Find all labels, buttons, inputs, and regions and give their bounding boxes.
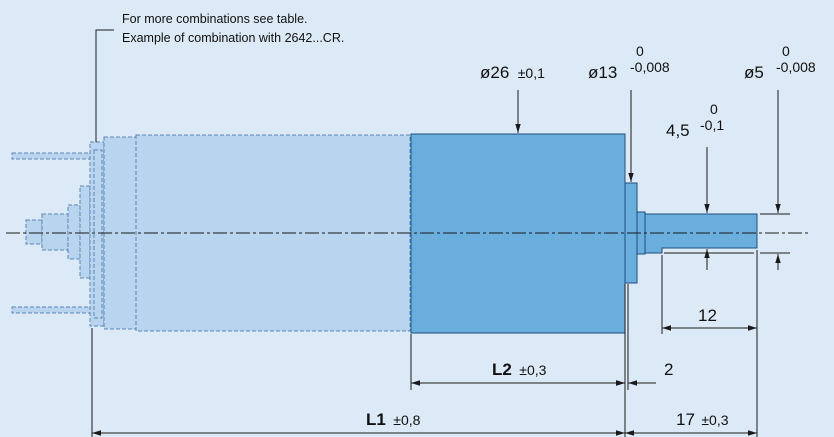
label-l1-main: L1 — [366, 410, 386, 429]
label-d13-lower: -0,008 — [630, 59, 670, 75]
label-d5-lower: -0,008 — [776, 59, 816, 75]
label-d13-upper: 0 — [636, 43, 644, 59]
label-d26: ø26 ±0,1 — [480, 63, 545, 82]
label-l2-main: L2 — [492, 360, 512, 379]
label-2: 2 — [664, 360, 673, 379]
label-flat-lower: -0,1 — [700, 117, 724, 133]
terminal-pin-bottom — [11, 306, 95, 314]
label-l1: L1 ±0,8 — [366, 410, 421, 429]
label-17: 17 ±0,3 — [676, 410, 729, 429]
end-cap-ring — [93, 149, 103, 319]
label-l1-tol: ±0,8 — [393, 412, 420, 428]
label-l2-tol: ±0,3 — [519, 362, 546, 378]
label-flat-upper: 0 — [710, 101, 718, 117]
label-17-main: 17 — [676, 410, 695, 429]
label-17-tol: ±0,3 — [701, 412, 728, 428]
note-line-2: Example of combination with 2642...CR. — [122, 31, 344, 45]
rear-shaft — [25, 219, 43, 245]
label-d5-main: ø5 — [744, 63, 764, 82]
terminal-pin-top — [11, 152, 95, 160]
label-d26-main: ø26 — [480, 63, 509, 82]
rear-step-3 — [79, 185, 91, 279]
label-d26-tol: ±0,1 — [518, 65, 545, 81]
label-l2: L2 ±0,3 — [492, 360, 547, 379]
rear-step-1 — [41, 213, 69, 251]
note-leader — [95, 29, 114, 142]
label-flat-main: 4,5 — [666, 121, 690, 140]
rear-step-2 — [67, 204, 81, 260]
dimension-lines — [92, 90, 781, 436]
label-d5-upper: 0 — [782, 43, 790, 59]
note-line-1: For more combinations see table. — [122, 12, 308, 26]
label-d13-main: ø13 — [588, 63, 617, 82]
label-12: 12 — [698, 306, 717, 325]
